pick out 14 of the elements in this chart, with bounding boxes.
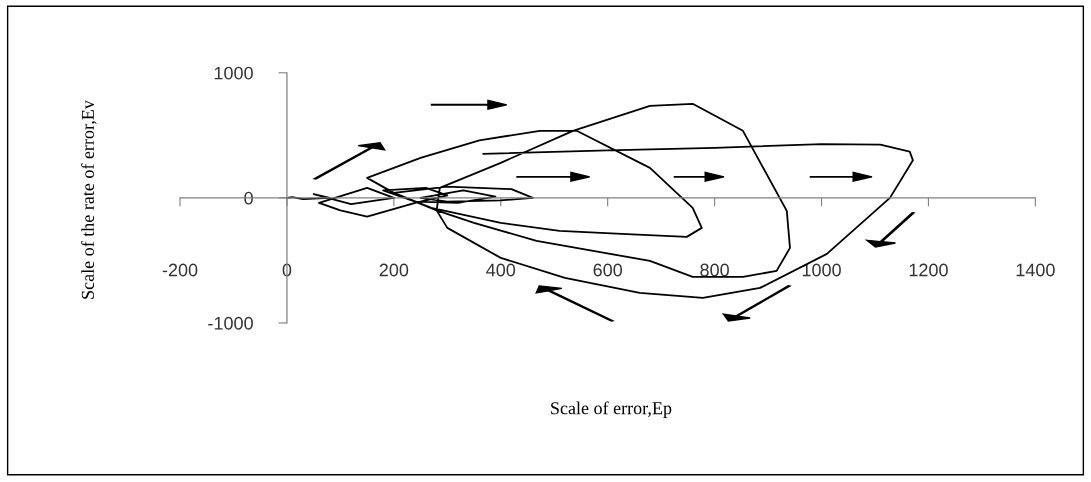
x-tick-label: -200 (162, 263, 198, 277)
x-axis-title: Scale of error,Ep (551, 401, 672, 418)
y-tick-label: -1000 (208, 316, 253, 330)
x-tick-label: 800 (700, 263, 729, 277)
y-tick-label: 1000 (214, 66, 253, 80)
x-tick-label: 1000 (802, 263, 841, 277)
x-tick-label: 600 (593, 263, 623, 277)
y-tick-label: 0 (244, 191, 253, 205)
x-tick-label: 0 (282, 263, 292, 277)
y-axis-title: Scale of the rate of error,Ev (81, 100, 97, 299)
x-tick-label: 400 (486, 263, 516, 277)
x-tick-label: 200 (379, 263, 409, 277)
x-tick-label: 1200 (909, 263, 948, 277)
x-tick-label: 1400 (1016, 263, 1055, 277)
